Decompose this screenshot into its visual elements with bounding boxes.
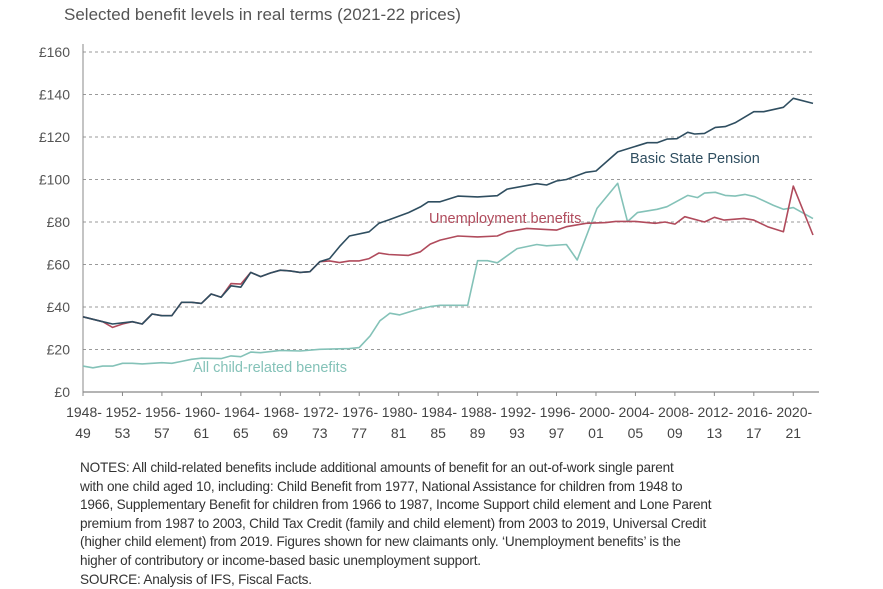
x-tick-label: 1980- <box>382 404 418 420</box>
x-tick-label: 2000- <box>579 404 615 420</box>
x-tick-label: 2020- <box>776 404 812 420</box>
x-tick-label: 49 <box>75 425 91 441</box>
x-tick-label: 1960- <box>184 404 220 420</box>
gridlines <box>83 51 813 350</box>
y-tick-label: £40 <box>47 299 71 315</box>
x-tick-label: 09 <box>667 425 683 441</box>
y-tick-label: £160 <box>39 44 70 60</box>
y-tick-label: £20 <box>47 342 71 358</box>
y-tick-label: £0 <box>54 384 70 400</box>
x-tick-label: 57 <box>154 425 170 441</box>
x-axis: 1948- 49 1952- 53 1956- 57 1960- 61 1964- 65 1968-… <box>66 44 819 441</box>
x-tick-label: 53 <box>115 425 131 441</box>
y-tick-label: £100 <box>39 172 70 188</box>
x-tick-label: 61 <box>194 425 210 441</box>
y-tick-label: £120 <box>39 129 70 145</box>
x-tick-label: 1992- <box>500 404 536 420</box>
x-tick-label: 1948- <box>66 404 102 420</box>
y-axis-ticks: £0 £20 £40 £60 £80 £100 £120 £140 £160 <box>39 44 70 400</box>
notes-line: premium from 1987 to 2003, Child Tax Cre… <box>80 515 707 531</box>
x-tick-label: 1988- <box>461 404 497 420</box>
x-tick-label: 1976- <box>342 404 378 420</box>
x-tick-label: 93 <box>509 425 525 441</box>
series-line-all-child-related-benefits <box>82 182 814 369</box>
x-tick-label: 17 <box>746 425 762 441</box>
x-tick-label: 01 <box>588 425 604 441</box>
chart-title: Selected benefit levels in real terms (2… <box>64 5 461 24</box>
x-tick-label: 1952- <box>106 404 142 420</box>
x-tick-label: 77 <box>351 425 367 441</box>
x-tick-label: 2004- <box>619 404 655 420</box>
x-tick-label: 1972- <box>303 404 339 420</box>
label-unemployment-benefits: Unemployment benefits <box>429 211 581 227</box>
notes-line: (higher child element) from 2019. Figure… <box>80 534 681 550</box>
x-tick-label: 69 <box>273 425 289 441</box>
y-tick-label: £80 <box>47 214 71 230</box>
series-line-unemployment-benefits <box>82 185 814 329</box>
x-tick-label: 2008- <box>658 404 694 420</box>
y-tick-label: £60 <box>47 257 71 273</box>
notes: NOTES: All child-related benefits includ… <box>80 459 712 589</box>
label-basic-state-pension: Basic State Pension <box>630 151 760 167</box>
x-tick-label: 1996- <box>540 404 576 420</box>
x-tick-label: 2016- <box>737 404 773 420</box>
x-tick-label: 89 <box>470 425 486 441</box>
x-tick-label: 1964- <box>224 404 260 420</box>
x-tick-label: 73 <box>312 425 328 441</box>
line-chart: £0£20£40£60£80£100£120£140£160 1948-4919… <box>39 44 819 441</box>
x-tick-label: 97 <box>549 425 565 441</box>
notes-line: with one child aged 10, including: Child… <box>80 478 683 494</box>
x-tick-label: 85 <box>430 425 446 441</box>
y-tick-label: £140 <box>39 87 70 103</box>
series-line-basic-state-pension <box>82 97 814 325</box>
series-lines <box>82 97 814 369</box>
notes-line: higher of contributory or income-based b… <box>80 552 481 568</box>
notes-line: NOTES: All child-related benefits includ… <box>80 460 674 475</box>
x-tick-label: 1956- <box>145 404 181 420</box>
x-tick-label: 13 <box>707 425 723 441</box>
source: SOURCE: Analysis of IFS, Fiscal Facts. <box>80 571 312 587</box>
x-tick-label: 1984- <box>421 404 457 420</box>
x-tick-label: 2012- <box>697 404 733 420</box>
x-tick-label: 05 <box>628 425 644 441</box>
x-tick-label: 21 <box>785 425 801 441</box>
x-tick-label: 65 <box>233 425 249 441</box>
label-child-benefits: All child-related benefits <box>193 360 347 376</box>
notes-line: 1966, Supplementary Benefit for children… <box>80 497 712 513</box>
x-tick-label: 81 <box>391 425 407 441</box>
x-tick-label: 1968- <box>263 404 299 420</box>
